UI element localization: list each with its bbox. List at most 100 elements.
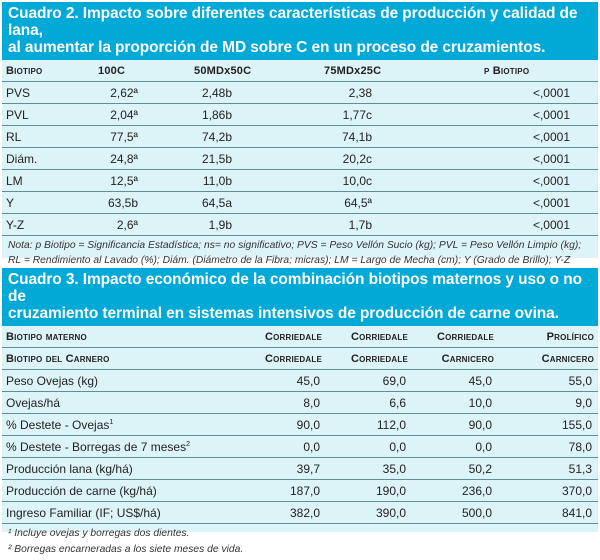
table-row: Y 63,5b 64,5a 64,5ª <,0001 xyxy=(2,191,598,214)
table3-cell: 78,0 xyxy=(498,435,598,458)
table2-cell: 11,0b xyxy=(154,169,294,192)
table3-header: Corriedale xyxy=(326,347,412,370)
table3-title: Cuadro 3. Impacto económico de la combin… xyxy=(2,268,598,326)
table3-row-label: % Destete - Borregas de 7 meses2 xyxy=(2,435,242,458)
table2-title-line2: al aumentar la proporción de MD sobre C … xyxy=(8,39,546,56)
table2-panel: Cuadro 2. Impacto sobre diferentes carac… xyxy=(2,2,598,281)
table3-footnote-1: ¹ Incluye ovejas y borregas dos dientes. xyxy=(8,528,190,539)
table2-cell: LM xyxy=(2,169,94,192)
table2-cell: <,0001 xyxy=(432,125,598,148)
table3-cell: 370,0 xyxy=(498,479,598,502)
table2-cell: PVL xyxy=(2,103,94,126)
table2-cell: 74,1b xyxy=(294,125,432,148)
table3-cell: 190,0 xyxy=(326,479,412,502)
table2-cell: Y xyxy=(2,191,94,214)
table3-header: Biotipo del Carnero xyxy=(2,347,242,370)
table3-cell: 390,0 xyxy=(326,501,412,524)
table-row: LM 12,5ª 11,0b 10,0c <,0001 xyxy=(2,169,598,192)
table2-cell: Diám. xyxy=(2,147,94,170)
table-row: Producción de carne (kg/há) 187,0 190,0 236… xyxy=(2,479,598,502)
table2-header: Biotipo xyxy=(2,60,94,82)
table2-header-row: Biotipo 100C 50MDx50C 75MDx25C p Biotipo xyxy=(2,60,598,82)
table3-cell: 8,0 xyxy=(242,391,326,414)
table2-cell: <,0001 xyxy=(432,213,598,236)
table3-cell: 69,0 xyxy=(326,369,412,392)
table-row: PVS 2,62ª 2,48b 2,38 <,0001 xyxy=(2,81,598,104)
row-label-text: Ovejas/há xyxy=(6,395,61,410)
table3-cell: 112,0 xyxy=(326,413,412,436)
table2-title-line1: Cuadro 2. Impacto sobre diferentes carac… xyxy=(8,5,578,39)
table3-cell: 90,0 xyxy=(412,413,498,436)
table2-cell: 2,48b xyxy=(154,81,294,104)
table3-cell: 55,0 xyxy=(498,369,598,392)
table3-title-line1: Cuadro 3. Impacto económico de la combin… xyxy=(8,271,582,305)
row-label-text: Ingreso Familiar (IF; US$/há) xyxy=(6,505,161,520)
table2-cell: 2,38 xyxy=(294,81,432,104)
table2-header: 100C xyxy=(94,60,154,82)
table3-header-row-1: Biotipo materno Corriedale Corriedale Co… xyxy=(2,326,598,348)
table2-cell: 1,7b xyxy=(294,213,432,236)
table2-cell: 1,9b xyxy=(154,213,294,236)
table2-cell: 64,5a xyxy=(154,191,294,214)
table2-cell: 64,5ª xyxy=(294,191,432,214)
table2-cell: 74,2b xyxy=(154,125,294,148)
table3: Biotipo materno Corriedale Corriedale Co… xyxy=(2,326,598,524)
table3-cell: 382,0 xyxy=(242,501,326,524)
table2-cell: <,0001 xyxy=(432,191,598,214)
table3-cell: 187,0 xyxy=(242,479,326,502)
table2-cell: 2,62ª xyxy=(94,81,154,104)
table3-title-line2: cruzamiento terminal en sistemas intensi… xyxy=(8,305,559,322)
table-row: Diám. 24,8ª 21,5b 20,2c <,0001 xyxy=(2,147,598,170)
table3-header: Carnicero xyxy=(412,347,498,370)
table2-header: 50MDx50C xyxy=(154,60,294,82)
table-row: PVL 2,04ª 1,86b 1,77c <,0001 xyxy=(2,103,598,126)
table3-cell: 841,0 xyxy=(498,501,598,524)
table3-cell: 90,0 xyxy=(242,413,326,436)
table3-header: Biotipo materno xyxy=(2,326,242,348)
table-row: RL 77,5ª 74,2b 74,1b <,0001 xyxy=(2,125,598,148)
table3-cell: 9,0 xyxy=(498,391,598,414)
row-label-text: % Destete - Ovejas xyxy=(6,417,110,432)
table3-cell: 35,0 xyxy=(326,457,412,480)
table2-cell: 21,5b xyxy=(154,147,294,170)
table2-cell: 2,04ª xyxy=(94,103,154,126)
table-row: % Destete - Borregas de 7 meses2 0,0 0,0 0,… xyxy=(2,435,598,458)
table2-cell: Y-Z xyxy=(2,213,94,236)
table3-row-label: Ovejas/há xyxy=(2,391,242,414)
table2-title: Cuadro 2. Impacto sobre diferentes carac… xyxy=(2,2,598,60)
table3-header: Corriedale xyxy=(412,326,498,348)
table3-cell: 10,0 xyxy=(412,391,498,414)
row-label-text: % Destete - Borregas de 7 meses xyxy=(6,439,187,454)
table2-cell: 10,0c xyxy=(294,169,432,192)
table2-cell: <,0001 xyxy=(432,169,598,192)
table-row: Ingreso Familiar (IF; US$/há) 382,0 390,0 5… xyxy=(2,501,598,524)
table-row: Ovejas/há 8,0 6,6 10,0 9,0 xyxy=(2,391,598,414)
footnote-marker: 2 xyxy=(186,440,190,448)
table3-row-label: Ingreso Familiar (IF; US$/há) xyxy=(2,501,242,524)
table2-header: p Biotipo xyxy=(432,60,598,82)
table3-row-label: % Destete - Ovejas1 xyxy=(2,413,242,436)
table2-cell: 24,8ª xyxy=(94,147,154,170)
table-row: Peso Ovejas (kg) 45,0 69,0 45,0 55,0 xyxy=(2,369,598,392)
table3-cell: 6,6 xyxy=(326,391,412,414)
table3-row-label: Producción lana (kg/há) xyxy=(2,457,242,480)
table2-cell: 63,5b xyxy=(94,191,154,214)
table3-cell: 0,0 xyxy=(326,435,412,458)
table3-cell: 51,3 xyxy=(498,457,598,480)
table3-cell: 155,0 xyxy=(498,413,598,436)
table2-cell: 1,86b xyxy=(154,103,294,126)
table3-cell: 500,0 xyxy=(412,501,498,524)
table-row: Producción lana (kg/há) 39,7 35,0 50,2 51,3 xyxy=(2,457,598,480)
table2-cell: 12,5ª xyxy=(94,169,154,192)
table3-header: Corriedale xyxy=(242,347,326,370)
table3-header: Prolífico xyxy=(498,326,598,348)
table-row: Y-Z 2,6ª 1,9b 1,7b <,0001 xyxy=(2,213,598,236)
table2-cell: RL xyxy=(2,125,94,148)
table3-panel: Cuadro 3. Impacto económico de la combin… xyxy=(2,268,598,555)
table3-row-label: Peso Ovejas (kg) xyxy=(2,369,242,392)
table3-cell: 236,0 xyxy=(412,479,498,502)
table3-footnote-2: ² Borregas encarneradas a los siete mese… xyxy=(8,544,244,555)
table2-cell: <,0001 xyxy=(432,147,598,170)
row-label-text: Producción de carne (kg/há) xyxy=(6,483,157,498)
table3-cell: 45,0 xyxy=(412,369,498,392)
